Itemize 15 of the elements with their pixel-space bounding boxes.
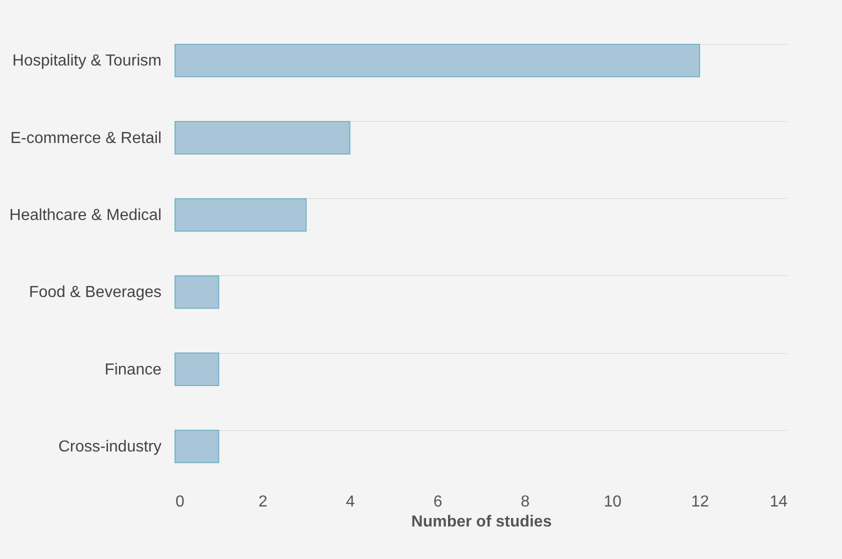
x-tick-label: 2 bbox=[258, 494, 268, 510]
x-tick-label: 14 bbox=[770, 494, 788, 510]
x-tick-label: 12 bbox=[691, 494, 710, 510]
y-tick-label: Food & Beverages bbox=[28, 284, 162, 302]
x-axis-title: Number of studies bbox=[411, 514, 552, 530]
x-tick-label: 4 bbox=[346, 494, 355, 510]
x-tick-label: 8 bbox=[520, 494, 530, 510]
y-tick-label: Cross-industry bbox=[58, 438, 162, 456]
x-tick-label: 10 bbox=[604, 494, 622, 510]
y-tick-label: Hospitality & Tourism bbox=[12, 52, 162, 70]
x-tick-label: 6 bbox=[433, 494, 442, 510]
y-tick-label: Healthcare & Medical bbox=[9, 206, 162, 224]
y-tick-label: E-commerce & Retail bbox=[10, 130, 162, 147]
x-tick-label: 0 bbox=[176, 494, 184, 510]
y-tick-label: Finance bbox=[104, 361, 162, 378]
